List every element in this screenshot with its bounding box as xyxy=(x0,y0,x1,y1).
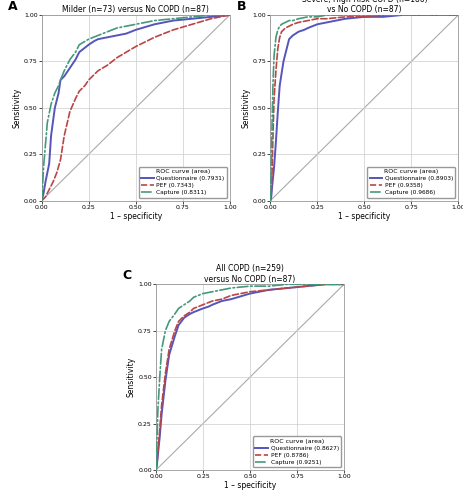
Legend: Questionnaire (0.8627), PEF (0.8786), Capture (0.9251): Questionnaire (0.8627), PEF (0.8786), Ca… xyxy=(253,436,341,467)
Y-axis label: Sensitivity: Sensitivity xyxy=(13,88,22,128)
Title: Milder (n=73) versus No COPD (n=87): Milder (n=73) versus No COPD (n=87) xyxy=(62,5,209,14)
X-axis label: 1 – specificity: 1 – specificity xyxy=(110,212,162,221)
Y-axis label: Sensitivity: Sensitivity xyxy=(127,357,136,398)
Title: All COPD (n=259)
versus No COPD (n=87): All COPD (n=259) versus No COPD (n=87) xyxy=(204,264,296,283)
Legend: Questionnaire (0.7931), PEF (0.7343), Capture (0.8311): Questionnaire (0.7931), PEF (0.7343), Ca… xyxy=(139,167,227,198)
X-axis label: 1 – specificity: 1 – specificity xyxy=(224,481,276,490)
Title: Severe, High-Risk COPD (n=186)
vs No COPD (n=87): Severe, High-Risk COPD (n=186) vs No COP… xyxy=(301,0,427,14)
Text: B: B xyxy=(237,0,246,13)
Text: A: A xyxy=(8,0,18,13)
Text: C: C xyxy=(122,270,131,282)
Y-axis label: Sensitivity: Sensitivity xyxy=(241,88,250,128)
Legend: Questionnaire (0.8903), PEF (0.9358), Capture (0.9686): Questionnaire (0.8903), PEF (0.9358), Ca… xyxy=(367,167,456,198)
X-axis label: 1 – specificity: 1 – specificity xyxy=(338,212,390,221)
